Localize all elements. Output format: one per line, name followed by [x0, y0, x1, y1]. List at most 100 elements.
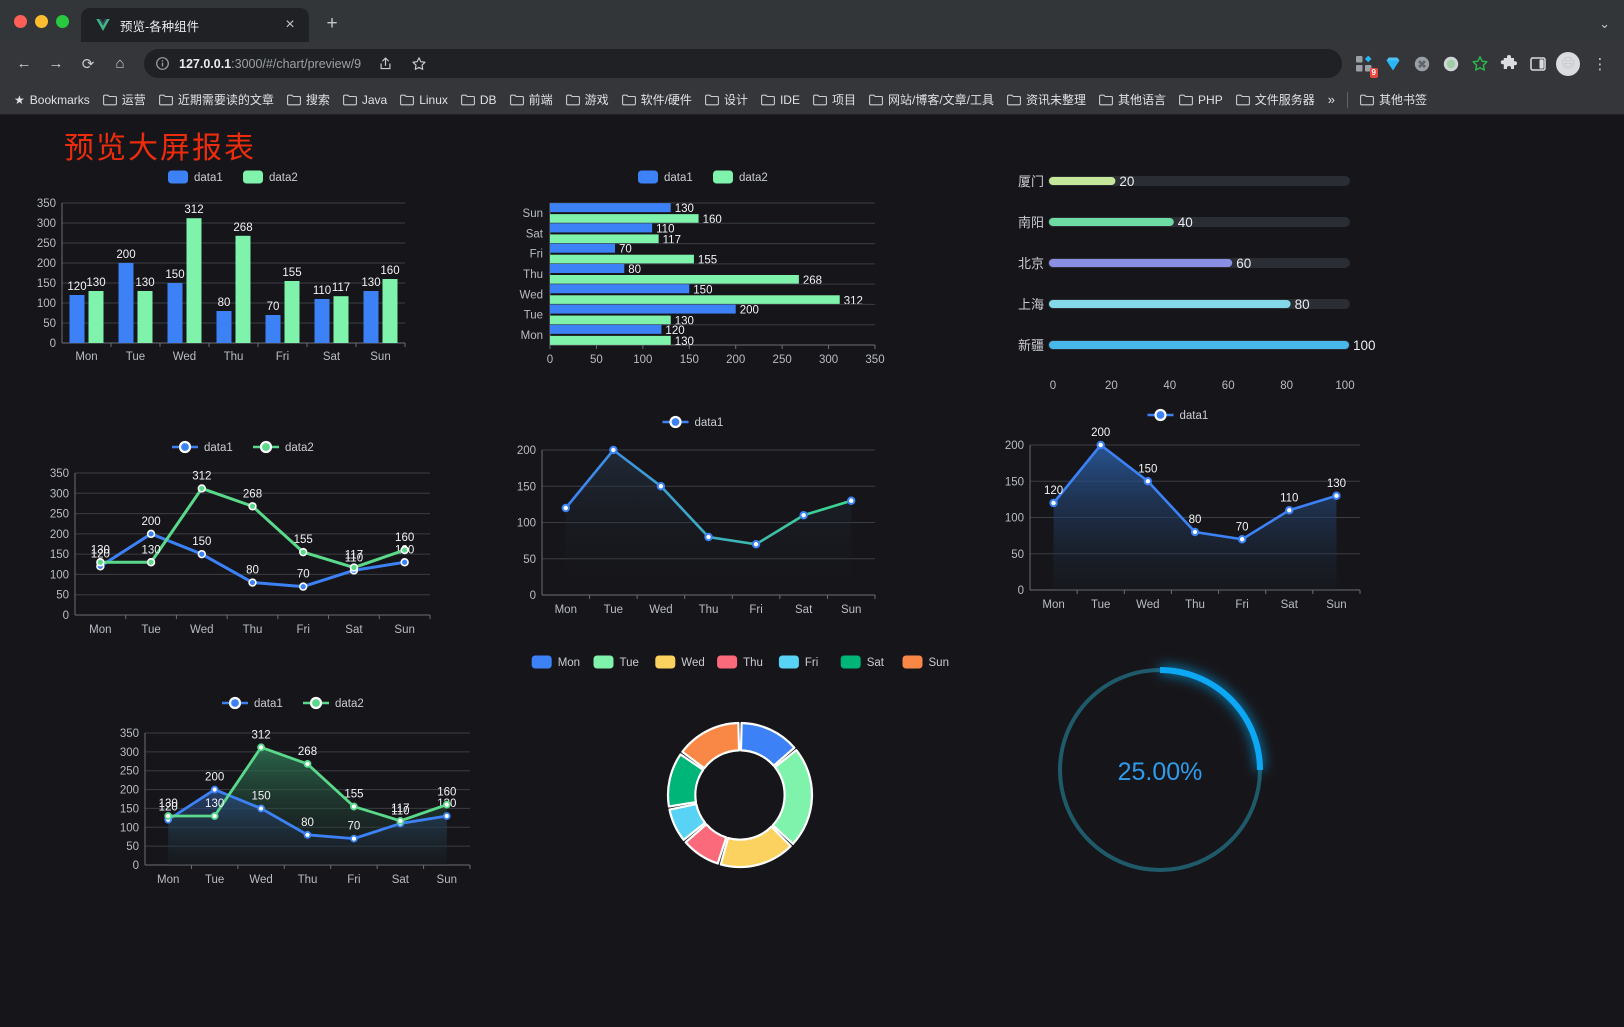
donut-slice-Wed[interactable] — [719, 825, 792, 869]
profile-avatar[interactable]: 😄 — [1553, 49, 1583, 79]
legend-item-data2[interactable]: data2 — [303, 696, 364, 710]
bar-data2-Mon[interactable] — [88, 291, 104, 343]
bookmark-folder-11[interactable]: 项目 — [807, 88, 862, 111]
reload-button[interactable]: ⟳ — [81, 55, 95, 73]
bar-data1-Thu[interactable] — [216, 311, 232, 343]
minimize-window-button[interactable] — [35, 14, 48, 28]
diamond-icon[interactable] — [1380, 51, 1406, 77]
bookmark-folder-13[interactable]: 资讯未整理 — [1001, 88, 1092, 111]
bar-data1-Sun[interactable] — [550, 203, 671, 213]
bar-data2-Tue[interactable] — [137, 291, 153, 343]
donut-chart[interactable]: Mon Tue Wed Thu Fri Sat Sun — [520, 640, 960, 920]
bookmark-folder-4[interactable]: Linux — [394, 90, 454, 110]
bar-data1-Tue[interactable] — [118, 263, 134, 343]
bookmark-folder-2[interactable]: 搜索 — [281, 88, 336, 111]
close-tab-button[interactable]: × — [285, 16, 295, 33]
bookmark-folder-10[interactable]: IDE — [755, 90, 806, 110]
extension-grid-icon[interactable]: 9 — [1351, 51, 1378, 78]
chevron-down-icon[interactable]: ⌄ — [1599, 16, 1610, 31]
gauge-progress-arc[interactable] — [1159, 667, 1263, 771]
bar-data2-Wed[interactable] — [186, 218, 202, 343]
bookmark-folder-14[interactable]: 其他语言 — [1093, 88, 1172, 111]
puzzle-icon[interactable] — [1496, 51, 1522, 77]
browser-menu-button[interactable]: ⋮ — [1592, 55, 1608, 73]
legend-item-data1[interactable]: data1 — [638, 170, 693, 185]
bar-data2-Thu[interactable] — [235, 235, 251, 343]
bookmark-folder-16[interactable]: 文件服务器 — [1230, 88, 1321, 111]
line-dual-chart[interactable]: data1 data2 0 50 100 150 200 250 300 350 Mon Tue Wed… — [30, 425, 450, 650]
bar-data1-Tue[interactable] — [550, 304, 736, 314]
bookmark-folder-6[interactable]: 前端 — [504, 88, 559, 111]
green-circle-icon[interactable] — [1438, 51, 1464, 77]
bookmark-folder-5[interactable]: DB — [455, 90, 503, 110]
bar-data1-Fri[interactable] — [265, 315, 281, 343]
bookmark-folder-7[interactable]: 游戏 — [560, 88, 615, 111]
bar-data1-Wed[interactable] — [550, 284, 690, 294]
share-icon[interactable] — [370, 49, 400, 79]
bar-data2-Sun[interactable] — [382, 279, 398, 343]
bar-data2-Mon[interactable] — [550, 335, 671, 345]
legend-item-Sat[interactable]: Sat — [840, 655, 885, 670]
bar-data1-Sat[interactable] — [314, 299, 330, 343]
donut-slice-Fri[interactable] — [668, 802, 707, 841]
forward-button[interactable]: → — [48, 55, 64, 72]
browser-tab[interactable]: 预览-各种组件 × — [81, 8, 309, 42]
bar-data2-Fri[interactable] — [550, 254, 694, 264]
bookmark-folder-9[interactable]: 设计 — [699, 88, 754, 111]
bookmark-folder-0[interactable]: 运营 — [97, 88, 152, 111]
gauge-chart[interactable]: 25.00% — [1030, 645, 1300, 915]
bookmark-folder-3[interactable]: Java — [337, 90, 393, 110]
area-dual-chart[interactable]: data1 data2 0 50 100 150 200 250 300 350 120 200 150… — [90, 675, 490, 900]
bar-data1-Wed[interactable] — [167, 283, 183, 343]
bar-data1-Mon[interactable] — [550, 324, 662, 334]
progress-bar-chart[interactable]: 厦门 20 南阳 40 北京 60 上海 80 新疆 100 0 20 40 60 80 100 — [995, 155, 1385, 415]
area-single-chart[interactable]: data1 0 50 100 150 200 120 200 150 80 70 110 130 Mon T… — [975, 390, 1375, 625]
legend-item-data2[interactable]: data2 — [713, 170, 768, 185]
bookmark-star-icon[interactable] — [404, 49, 434, 79]
bar-data2-Thu[interactable] — [550, 275, 799, 284]
close-window-button[interactable] — [14, 14, 27, 28]
legend-item-data1[interactable]: data1 — [222, 696, 283, 710]
legend-item-Fri[interactable]: Fri — [778, 655, 818, 670]
star-outline-green-icon[interactable] — [1467, 51, 1493, 77]
legend-item-Tue[interactable]: Tue — [593, 655, 639, 670]
bar-data2-Tue[interactable] — [550, 315, 671, 325]
legend-item-data2[interactable]: data2 — [243, 170, 298, 185]
donut-slice-Mon[interactable] — [739, 721, 796, 767]
bar-data1-Sun[interactable] — [363, 291, 379, 343]
bar-data2-Wed[interactable] — [550, 295, 840, 305]
bookmark-folder-15[interactable]: PHP — [1173, 90, 1229, 110]
bar-data2-Sun[interactable] — [550, 214, 699, 224]
other-bookmarks-item[interactable]: 其他书签 — [1354, 88, 1433, 111]
donut-slice-Thu[interactable] — [684, 823, 728, 865]
legend-item-Mon[interactable]: Mon — [531, 655, 580, 670]
bar-data2-Fri[interactable] — [284, 281, 300, 343]
bar-data1-Fri[interactable] — [550, 243, 615, 253]
maximize-window-button[interactable] — [56, 14, 69, 28]
legend-item-data1[interactable]: data1 — [168, 170, 223, 185]
back-button[interactable]: ← — [16, 55, 32, 72]
legend-item-Sun[interactable]: Sun — [902, 655, 949, 670]
donut-slice-Sun[interactable] — [681, 721, 741, 770]
bar-data1-Sat[interactable] — [550, 223, 653, 233]
window-traffic-lights[interactable] — [10, 0, 81, 42]
donut-slice-Tue[interactable] — [771, 749, 814, 845]
legend-item-Wed[interactable]: Wed — [655, 655, 705, 670]
legend-item-data2[interactable]: data2 — [253, 440, 314, 454]
new-tab-button[interactable]: + — [326, 13, 338, 34]
legend-item-Thu[interactable]: Thu — [717, 655, 763, 670]
bar-data2-Sat[interactable] — [550, 234, 659, 244]
bar-data1-Mon[interactable] — [69, 295, 85, 343]
bookmark-folder-1[interactable]: 近期需要读的文章 — [153, 88, 280, 111]
bookmarks-overflow-button[interactable]: » — [1327, 92, 1335, 107]
info-circle-icon[interactable] — [155, 56, 170, 71]
bookmark-folder-12[interactable]: 网站/博客/文章/工具 — [863, 88, 1000, 111]
bar-data1-Thu[interactable] — [550, 264, 625, 273]
address-bar[interactable]: 127.0.0.1:3000/#/chart/preview/9 — [144, 49, 1342, 78]
legend-item-data1[interactable]: data1 — [172, 440, 233, 454]
legend-item-data1[interactable]: data1 — [662, 415, 724, 429]
bookmarks-manager-item[interactable]: ★ Bookmarks — [8, 90, 96, 110]
bar-horizontal-chart[interactable]: data1 data2 0 50 100 150 200 250 300 350 Sun 130 160… — [505, 155, 895, 385]
sidepanel-icon[interactable] — [1525, 51, 1551, 77]
